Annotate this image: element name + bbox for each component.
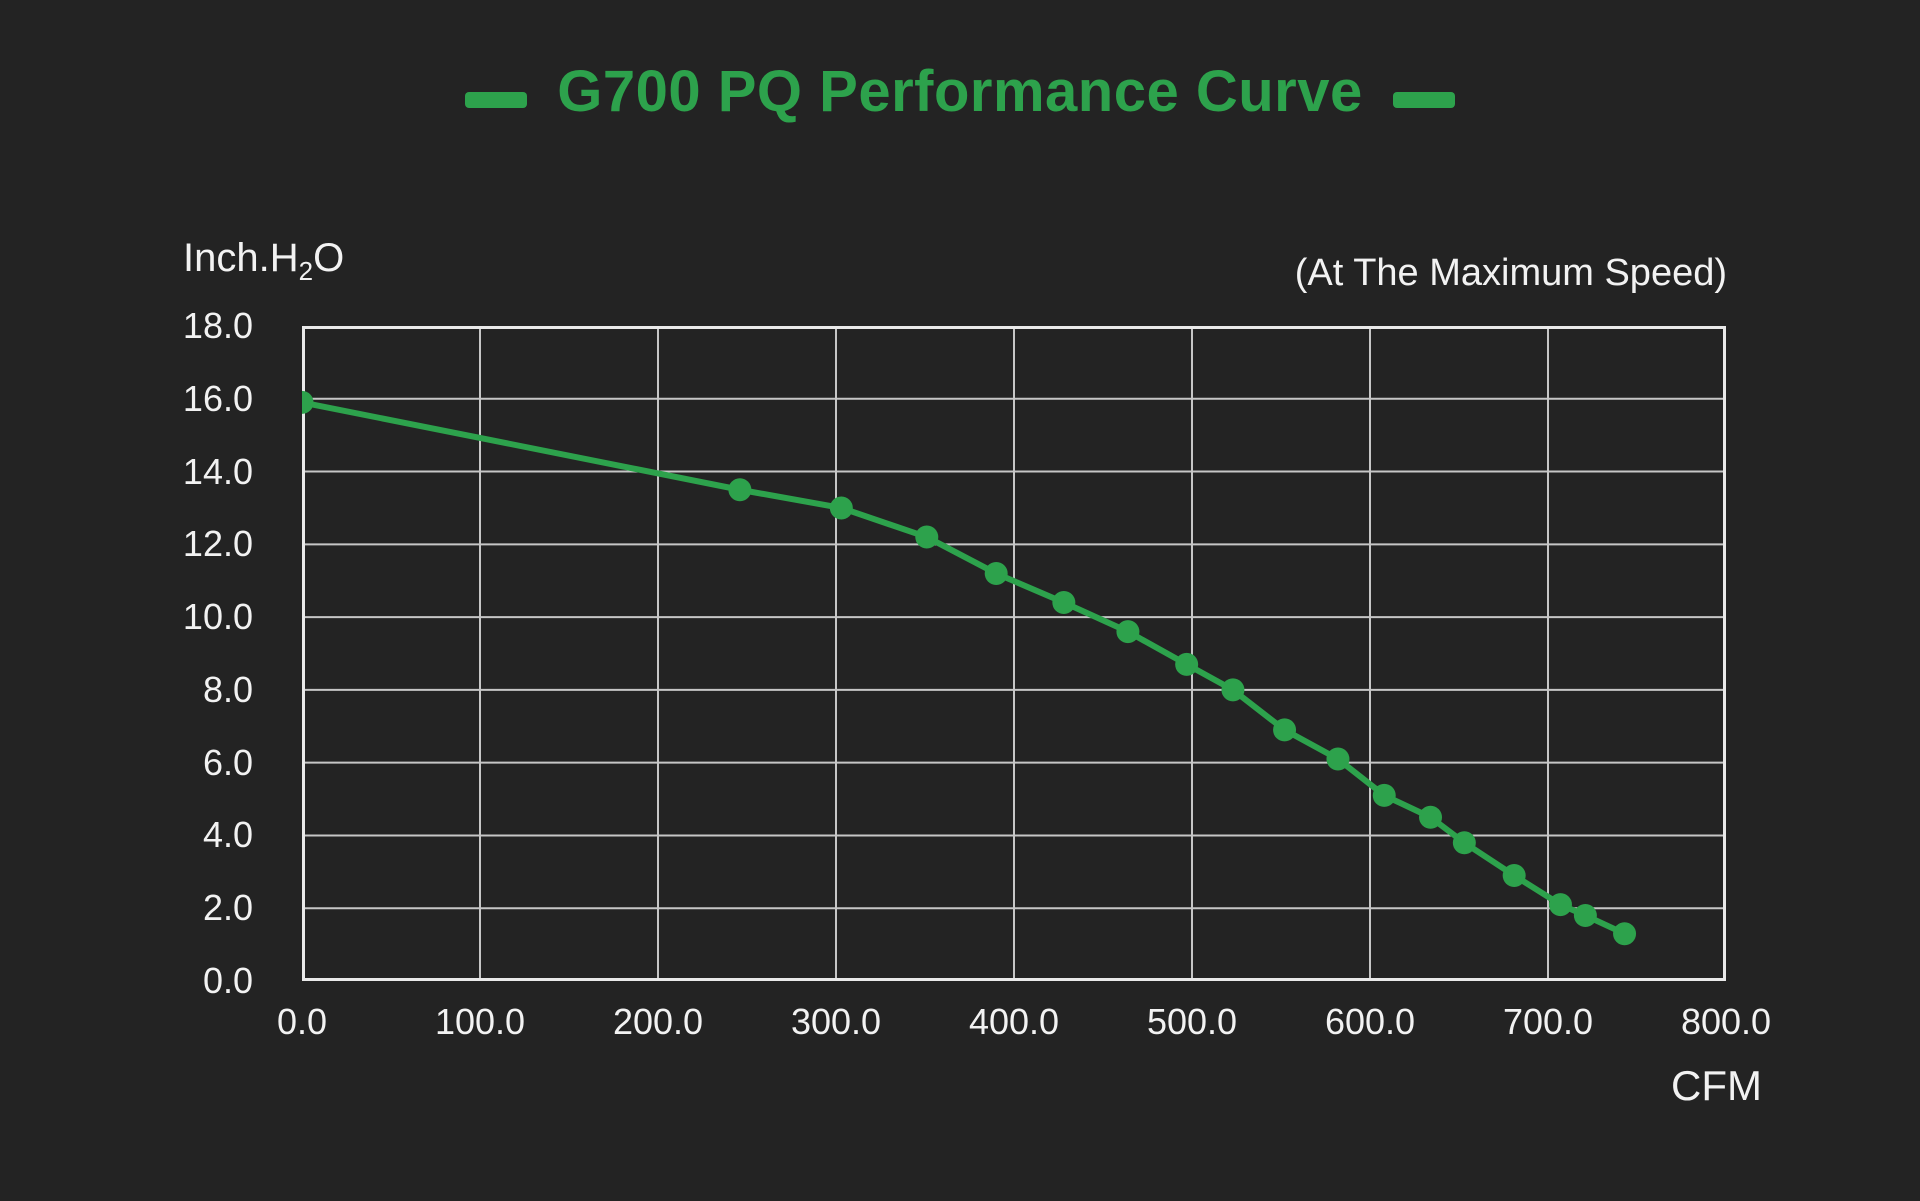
data-point [1502,863,1526,887]
data-point [984,561,1008,585]
data-point [1419,805,1443,829]
x-tick-label: 0.0 [276,1001,328,1042]
data-point [1116,620,1140,644]
data-point [1326,747,1350,771]
title-dash-right-icon [1392,91,1455,108]
pq-curve-chart [302,326,1726,981]
plot-area [302,326,1726,981]
chart-title-row: G700 PQ Performance Curve [0,58,1920,125]
y-axis-unit-post: O [313,236,345,280]
data-point [1175,652,1199,676]
y-tick-label: 12.0 [182,523,253,565]
x-tick-label: 500.0 [1146,1001,1238,1042]
data-point [1548,893,1572,917]
pq-curve-line [302,399,1628,937]
x-tick-label: 200.0 [612,1001,704,1042]
y-tick-label: 6.0 [202,741,253,783]
x-axis-unit-label: CFM [1671,1062,1762,1109]
y-tick-label: 4.0 [202,814,253,856]
chart-subtitle: (At The Maximum Speed) [1294,252,1727,294]
y-tick-label: 8.0 [202,668,253,710]
y-axis-unit-pre: Inch.H [183,236,299,280]
y-axis-unit-label: Inch.H2O [183,236,344,287]
data-point [728,478,752,502]
x-tick-label: 600.0 [1324,1001,1416,1042]
data-point [302,390,314,414]
x-tick-label: 800.0 [1680,1001,1772,1042]
x-tick-label: 700.0 [1502,1001,1594,1042]
y-tick-label: 18.0 [182,305,253,346]
data-point [1573,904,1597,927]
data-point [1372,783,1396,807]
x-tick-label: 100.0 [434,1001,526,1042]
y-axis-unit-sub: 2 [298,256,314,286]
data-point [1221,678,1245,702]
data-point [1613,922,1637,946]
data-point [829,496,853,520]
y-tick-label: 10.0 [182,596,253,638]
data-point [915,525,939,549]
y-tick-label: 14.0 [182,450,253,492]
x-tick-label: 300.0 [790,1001,882,1042]
y-tick-label: 0.0 [202,960,253,1001]
title-dash-left-icon [465,91,528,108]
chart-title: G700 PQ Performance Curve [557,59,1363,124]
data-point [1273,718,1297,742]
x-tick-label: 400.0 [968,1001,1060,1042]
y-tick-label: 16.0 [182,377,253,419]
data-point [1052,591,1076,615]
y-tick-label: 2.0 [202,887,253,929]
data-point [1452,831,1476,855]
plot-border [302,326,1726,981]
